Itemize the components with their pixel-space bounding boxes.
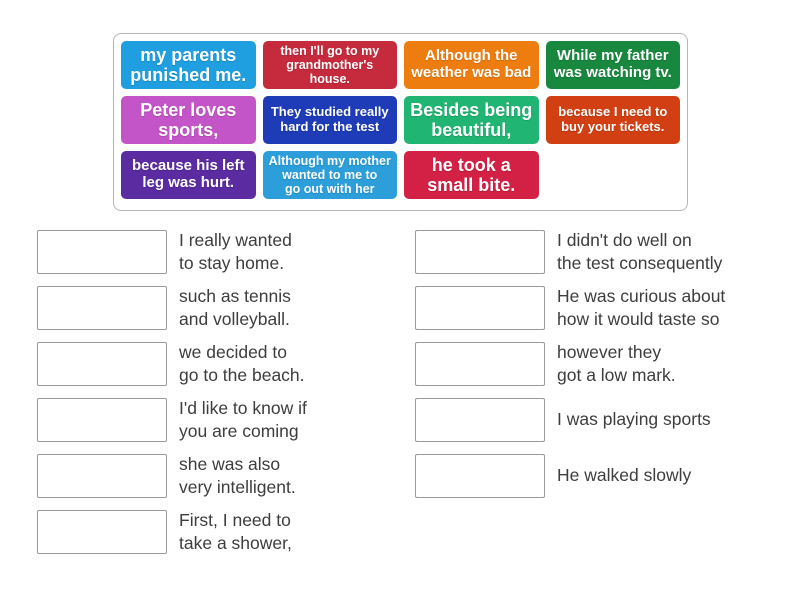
word-tile[interactable]: While my father was watching tv. xyxy=(545,41,680,89)
clue-text: she was also very intelligent. xyxy=(179,453,296,497)
clue-text: He was curious about how it would taste … xyxy=(557,285,726,329)
match-row: First, I need to take a shower, xyxy=(37,510,307,554)
word-tile[interactable]: because I need to buy your tickets. xyxy=(545,96,680,144)
answer-slot[interactable] xyxy=(415,342,545,386)
answer-slot[interactable] xyxy=(415,454,545,498)
clue-text: I didn't do well on the test consequentl… xyxy=(557,229,723,273)
match-row: I'd like to know if you are coming xyxy=(37,398,307,442)
answer-slot[interactable] xyxy=(37,230,167,274)
match-column-right: I didn't do well on the test consequentl… xyxy=(415,230,725,510)
match-row: however they got a low mark. xyxy=(415,342,725,386)
match-column-left: I really wanted to stay home. such as te… xyxy=(37,230,307,566)
word-tile[interactable]: my parents punished me. xyxy=(121,41,256,89)
clue-text: I really wanted to stay home. xyxy=(179,229,292,273)
match-row: such as tennis and volleyball. xyxy=(37,286,307,330)
match-row: He walked slowly xyxy=(415,454,725,498)
answer-slot[interactable] xyxy=(37,342,167,386)
clue-text: I was playing sports xyxy=(557,409,711,430)
match-row: I didn't do well on the test consequentl… xyxy=(415,230,725,274)
clue-text: such as tennis and volleyball. xyxy=(179,285,291,329)
word-tile[interactable]: he took a small bite. xyxy=(404,151,539,199)
word-tile[interactable]: then I'll go to my grandmother's house. xyxy=(262,41,397,89)
word-tile[interactable]: They studied really hard for the test xyxy=(262,96,397,144)
match-row: she was also very intelligent. xyxy=(37,454,307,498)
answer-slot[interactable] xyxy=(415,398,545,442)
match-row: He was curious about how it would taste … xyxy=(415,286,725,330)
match-row: we decided to go to the beach. xyxy=(37,342,307,386)
answer-slot[interactable] xyxy=(415,286,545,330)
clue-text: however they got a low mark. xyxy=(557,341,676,385)
answer-slot[interactable] xyxy=(37,454,167,498)
clue-text: I'd like to know if you are coming xyxy=(179,397,307,441)
word-tile[interactable]: Peter loves sports, xyxy=(121,96,256,144)
match-row: I was playing sports xyxy=(415,398,725,442)
answer-slot[interactable] xyxy=(37,286,167,330)
answer-slot[interactable] xyxy=(37,398,167,442)
word-tile[interactable]: Although the weather was bad xyxy=(404,41,539,89)
word-tile[interactable]: because his left leg was hurt. xyxy=(121,151,256,199)
clue-text: we decided to go to the beach. xyxy=(179,341,305,385)
clue-text: First, I need to take a shower, xyxy=(179,509,292,553)
clue-text: He walked slowly xyxy=(557,465,692,486)
word-tile[interactable]: Although my mother wanted to me to go ou… xyxy=(262,151,397,199)
word-tile[interactable]: Besides being beautiful, xyxy=(404,96,539,144)
answer-slot[interactable] xyxy=(415,230,545,274)
match-row: I really wanted to stay home. xyxy=(37,230,307,274)
answer-slot[interactable] xyxy=(37,510,167,554)
word-bank-panel: my parents punished me. then I'll go to … xyxy=(113,33,688,211)
